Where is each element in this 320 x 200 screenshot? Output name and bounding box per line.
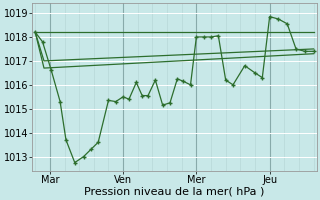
X-axis label: Pression niveau de la mer( hPa ): Pression niveau de la mer( hPa ) (84, 187, 265, 197)
